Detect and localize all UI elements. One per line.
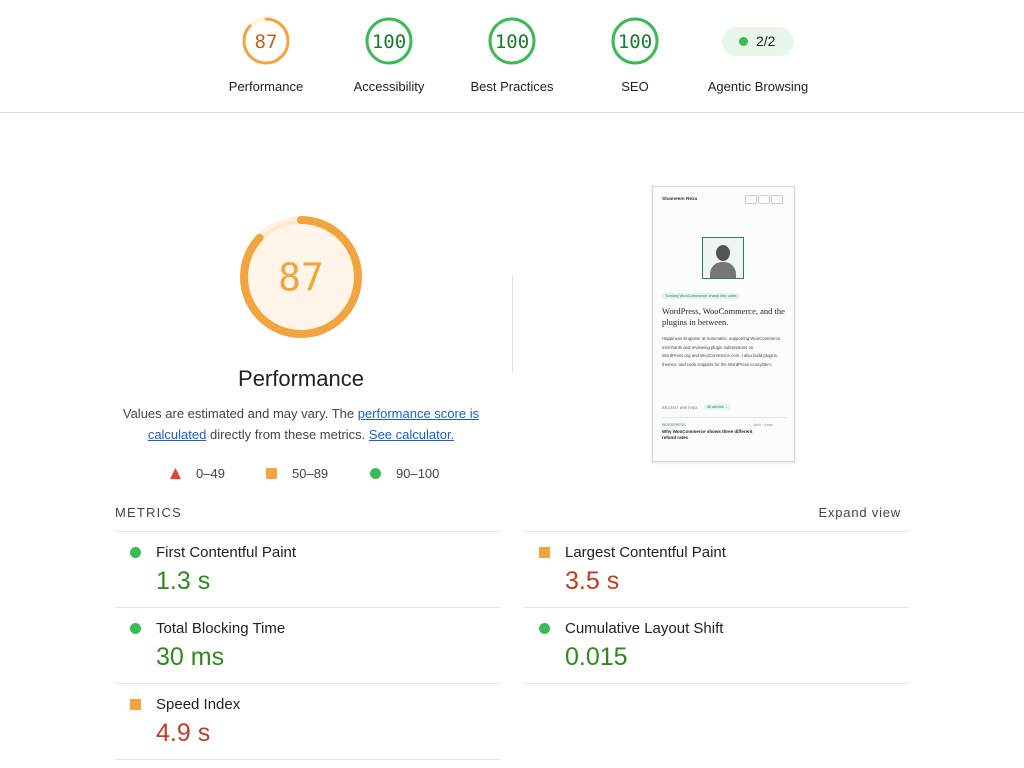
category-label[interactable]: Agentic Browsing: [707, 79, 809, 94]
metric-value: 3.5 s: [565, 567, 620, 595]
metric-row: Total Blocking Time 30 ms: [115, 607, 500, 684]
icon: [265, 467, 277, 479]
post-date: Jul 9 · 4 min: [753, 423, 773, 427]
status-dot: [739, 37, 748, 46]
metric-name: First Contentful Paint: [156, 544, 297, 561]
metric-value: 1.3 s: [156, 567, 211, 595]
metric-row: First Contentful Paint 1.3 s: [115, 531, 500, 608]
link[interactable]: See calculator.: [368, 427, 455, 442]
bio: Happiness Engineer at Automattic, suppor…: [662, 336, 781, 367]
category-label: SEO: [621, 79, 649, 94]
gauge-arc: [242, 17, 290, 65]
metric-row: Speed Index 4.9 s: [115, 683, 500, 760]
metric-icon: [129, 622, 141, 634]
score-gauge: 100: [611, 17, 659, 65]
avatar: [702, 237, 744, 279]
metric-row: Largest Contentful Paint 3.5 s: [524, 531, 909, 608]
icon: [129, 546, 141, 558]
icon-button: [771, 195, 783, 204]
gauge-arc: [611, 17, 659, 65]
metric-icon: [129, 546, 141, 558]
avatar-body: [710, 262, 736, 278]
legend-label: 0–49: [196, 466, 225, 481]
legend-icon: [369, 467, 381, 479]
text: Values are estimated and may vary. The: [122, 406, 358, 421]
icon-button: [745, 195, 757, 204]
metric-row: Cumulative Layout Shift 0.015: [524, 607, 909, 684]
legend-icon: [169, 467, 181, 479]
header-divider: [0, 112, 1024, 113]
legend-label: 50–89: [292, 466, 329, 481]
icon: [169, 467, 181, 479]
post-tag: WORDPRESS: [662, 423, 686, 427]
description: Values are estimated and may vary. The p…: [116, 403, 486, 445]
category-label: Performance: [228, 79, 304, 94]
rule: [662, 417, 786, 418]
expand-toggle[interactable]: Expand view: [818, 505, 901, 520]
legend-icon: [265, 467, 277, 479]
metric-icon: [538, 622, 550, 634]
legend-label: 90–100: [396, 466, 440, 481]
post-title: Why WooCommerce shows three different re…: [662, 429, 753, 440]
gauge-arc: [240, 216, 362, 338]
icon-button: [758, 195, 770, 204]
gauge-score: 100: [372, 31, 406, 53]
category-label: Accessibility: [353, 79, 425, 94]
metric-value: 0.015: [565, 643, 628, 671]
site-name: Shameem Reza: [662, 197, 698, 202]
page-screenshot: Shameem Reza Turning WooCommerce chaos i…: [652, 186, 795, 462]
metric-name: Speed Index: [156, 696, 241, 713]
avatar-head: [716, 245, 730, 261]
column-divider: [512, 275, 513, 373]
section-title: Performance: [238, 366, 364, 391]
metric-icon: [538, 546, 550, 558]
score-gauge: 87: [240, 216, 362, 338]
score-gauge: 87: [242, 17, 290, 65]
icon: [538, 622, 550, 634]
gauge-score: 87: [278, 256, 324, 300]
all-articles: All articles →: [704, 404, 731, 410]
icon: [538, 546, 550, 558]
category-label: Best Practices: [470, 79, 554, 94]
metric-name: Cumulative Layout Shift: [565, 620, 724, 637]
metric-value: 30 ms: [156, 643, 225, 671]
icon: [129, 622, 141, 634]
headline: WordPress, WooCommerce, and the plugins …: [662, 306, 785, 327]
score-gauge: 100: [488, 17, 536, 65]
badge-text: 2/2: [756, 33, 776, 49]
gauge-score: 87: [255, 31, 278, 53]
section-label: RECENT WRITING: [662, 406, 698, 410]
metric-value: 4.9 s: [156, 719, 211, 747]
gauge-arc: [488, 17, 536, 65]
icon: [369, 467, 381, 479]
metric-name: Largest Contentful Paint: [565, 544, 726, 561]
score-gauge: 100: [365, 17, 413, 65]
link[interactable]: performance score is calculated: [147, 406, 480, 442]
text: directly from these metrics.: [206, 427, 369, 442]
icon: [129, 698, 141, 710]
metrics-heading: METRICS: [115, 505, 182, 520]
gauge-score: 100: [495, 31, 529, 53]
metric-icon: [129, 698, 141, 710]
gauge-arc: [365, 17, 413, 65]
gauge-score: 100: [618, 31, 652, 53]
metric-name: Total Blocking Time: [156, 620, 286, 637]
tagline: Turning WooCommerce chaos into calm.: [662, 293, 741, 299]
agentic-badge[interactable]: 2/2: [722, 27, 794, 56]
